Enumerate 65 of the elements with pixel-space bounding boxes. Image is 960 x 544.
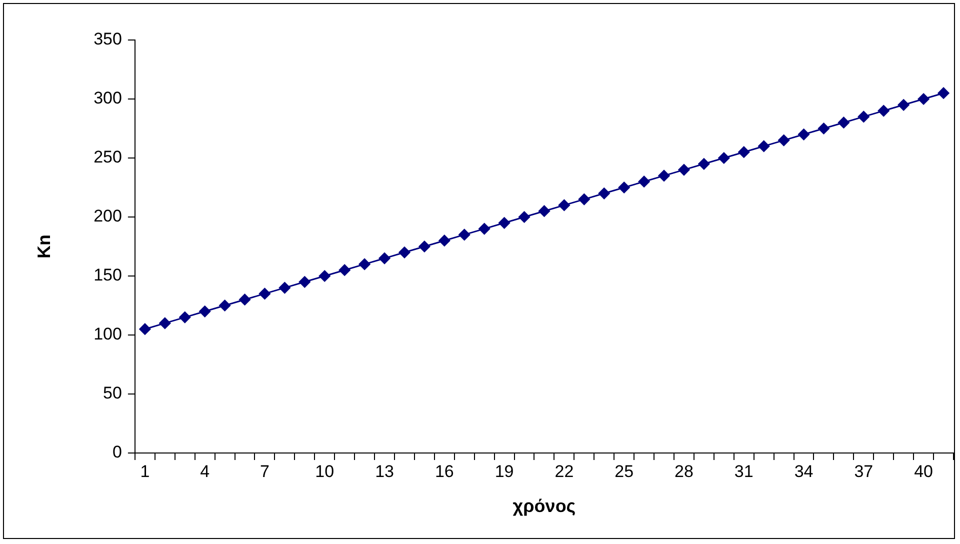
x-tick-label: 25: [614, 462, 634, 481]
x-tick-label: 28: [674, 462, 694, 481]
point: [938, 87, 950, 99]
point: [898, 99, 910, 111]
point: [918, 93, 930, 105]
point: [518, 211, 530, 223]
y-tick-label: 350: [94, 30, 122, 49]
point: [678, 164, 690, 176]
point: [159, 317, 171, 329]
point: [738, 146, 750, 158]
x-tick-label: 34: [794, 462, 814, 481]
point: [298, 276, 310, 288]
point: [458, 228, 470, 240]
point: [258, 288, 270, 300]
x-tick-label: 16: [434, 462, 454, 481]
point: [758, 140, 770, 152]
point: [199, 306, 211, 318]
point: [278, 282, 290, 294]
point: [558, 199, 570, 211]
point: [378, 252, 390, 264]
point: [438, 234, 450, 246]
point: [358, 258, 370, 270]
x-tick-label: 13: [375, 462, 394, 481]
point: [718, 152, 730, 164]
y-tick-label: 100: [94, 324, 122, 344]
x-tick-label: 37: [854, 462, 874, 481]
x-axis-title: χρόνος: [512, 496, 576, 516]
y-tick-label: 200: [94, 206, 122, 226]
point: [318, 270, 330, 282]
x-tick-label: 22: [554, 462, 574, 481]
point: [239, 294, 251, 306]
point: [638, 176, 650, 188]
x-tick-label: 7: [260, 462, 270, 481]
y-tick-label: 0: [112, 442, 122, 462]
point: [179, 312, 191, 324]
x-tick-label: 10: [315, 462, 334, 481]
point: [398, 246, 410, 258]
point: [618, 182, 630, 194]
y-tick-label: 50: [103, 384, 122, 403]
point: [818, 122, 830, 134]
point: [598, 188, 610, 200]
point: [478, 223, 490, 235]
point: [338, 264, 350, 276]
point: [858, 110, 870, 122]
point: [578, 194, 590, 206]
x-tick-label: 1: [140, 462, 150, 481]
point: [698, 158, 710, 170]
point: [418, 240, 430, 252]
y-axis-title: Kn: [34, 234, 54, 258]
point: [538, 205, 550, 217]
point: [798, 128, 810, 140]
x-tick-label: 19: [494, 462, 514, 481]
point: [498, 217, 510, 229]
x-tick-label: 4: [200, 462, 210, 481]
point: [219, 300, 231, 312]
point: [658, 170, 670, 182]
x-tick-label: 31: [734, 462, 754, 481]
x-tick-label: 40: [914, 462, 934, 481]
point: [838, 116, 850, 128]
point: [878, 105, 890, 117]
y-tick-label: 300: [94, 88, 122, 108]
point: [778, 134, 790, 146]
y-tick-label: 150: [94, 266, 122, 285]
point: [139, 323, 151, 335]
y-tick-label: 250: [94, 148, 122, 167]
